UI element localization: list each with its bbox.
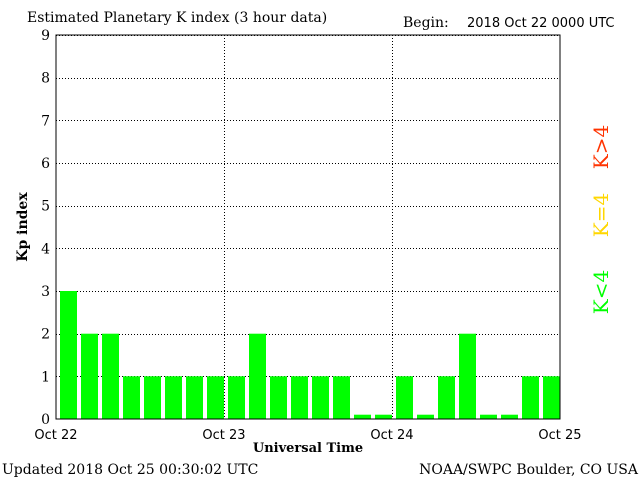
- x-tick-label: Oct 25: [538, 428, 581, 443]
- y-tick-label: 5: [41, 199, 50, 215]
- kp-bar: [60, 291, 77, 419]
- x-tick-label: Oct 23: [202, 428, 245, 443]
- y-tick-label: 0: [41, 412, 50, 428]
- legend-k-equal: K=4: [589, 193, 613, 237]
- x-tick-labels: Oct 22 Oct 23 Oct 24 Oct 25: [34, 428, 581, 443]
- x-tick-label: Oct 22: [34, 428, 77, 443]
- y-tick-label: 9: [41, 28, 50, 44]
- data-source: NOAA/SWPC Boulder, CO USA: [419, 462, 639, 478]
- kp-bar: [228, 376, 245, 419]
- kp-bar: [354, 414, 371, 419]
- kp-bar: [438, 376, 455, 419]
- kp-bar: [186, 376, 203, 419]
- kp-bar: [291, 376, 308, 419]
- kp-bar: [270, 376, 287, 419]
- kp-bar: [417, 414, 434, 419]
- kp-bar: [165, 376, 182, 419]
- kp-bar: [501, 414, 518, 419]
- chart-title: Estimated Planetary K index (3 hour data…: [27, 10, 327, 26]
- kp-bar: [333, 376, 350, 419]
- kp-bar: [249, 333, 266, 419]
- begin-value: 2018 Oct 22 0000 UTC: [467, 16, 615, 31]
- plot-frame: [55, 34, 561, 420]
- kp-bar: [543, 376, 560, 419]
- kp-bar: [480, 414, 497, 419]
- y-tick-label: 7: [41, 113, 50, 129]
- x-tick-label: Oct 24: [370, 428, 413, 443]
- y-tick-label: 1: [41, 369, 50, 385]
- kp-bar: [102, 333, 119, 419]
- kp-bar: [81, 333, 98, 419]
- kp-bar: [312, 376, 329, 419]
- y-tick-label: 6: [41, 156, 50, 172]
- y-tick-label: 3: [41, 284, 50, 300]
- kp-bar: [459, 333, 476, 419]
- x-axis-label: Universal Time: [253, 441, 363, 456]
- y-axis-label: Kp index: [15, 192, 31, 262]
- legend-k-high: K>4: [589, 125, 613, 169]
- kp-bar: [396, 376, 413, 419]
- kp-bar: [375, 414, 392, 419]
- grid-lines: [56, 35, 560, 419]
- kp-bar: [123, 376, 140, 419]
- legend-k-low: K<4: [589, 270, 613, 314]
- y-tick-label: 4: [41, 241, 50, 257]
- legend: K>4 K=4 K<4: [589, 125, 613, 314]
- y-tick-label: 8: [41, 71, 50, 87]
- kp-bar: [144, 376, 161, 419]
- updated-timestamp: Updated 2018 Oct 25 00:30:02 UTC: [2, 462, 258, 478]
- y-tick-label: 2: [41, 327, 50, 343]
- kp-bar: [522, 376, 539, 419]
- kp-bar: [207, 376, 224, 419]
- bars: [60, 291, 560, 419]
- begin-label: Begin:: [403, 15, 449, 31]
- y-tick-labels: 0 1 2 3 4 5 6 7 8 9: [41, 28, 50, 428]
